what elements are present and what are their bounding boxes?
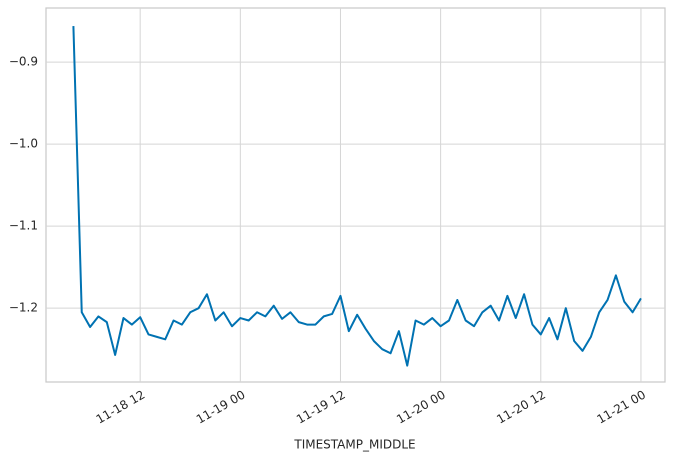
y-tick-label: −0.9 (9, 55, 38, 69)
x-tick-label: 11-20 00 (394, 388, 448, 427)
y-tick-label: −1.0 (9, 137, 38, 151)
y-tick-label: −1.2 (9, 301, 38, 315)
x-tick-label: 11-19 12 (294, 388, 348, 427)
x-tick-label: 11-18 12 (94, 388, 148, 427)
y-tick-label: −1.1 (9, 219, 38, 233)
x-axis-label: TIMESTAMP_MIDDLE (293, 438, 415, 452)
x-tick-label: 11-21 00 (594, 388, 648, 427)
line-series (72, 26, 642, 367)
x-tick-label: 11-19 00 (194, 388, 248, 427)
x-tick-label: 11-20 12 (494, 388, 548, 427)
plot-frame (45, 7, 666, 383)
